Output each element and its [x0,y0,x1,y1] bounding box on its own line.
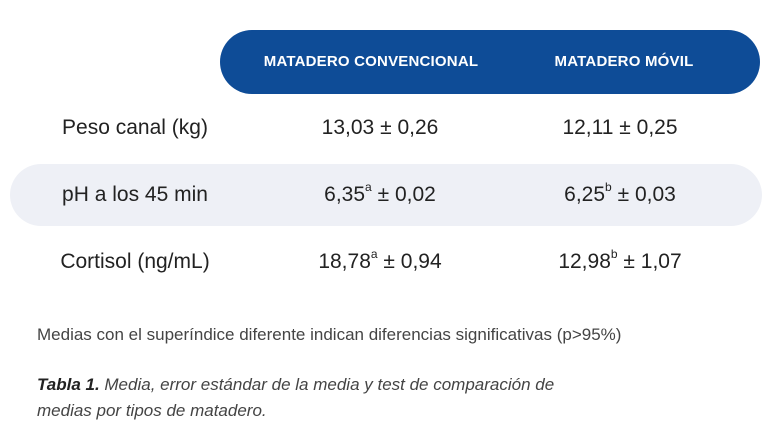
column-header-mobile: MATADERO MÓVIL [554,53,694,70]
row-highlight-band [10,164,762,226]
column-header-conventional: MATADERO CONVENCIONAL [263,53,479,70]
cell-error: ± 1,07 [623,250,682,273]
caption-text: Media, error estándar de la media y test… [37,375,555,420]
cell-superscript: b [610,247,618,261]
row-label-ph: pH a los 45 min [62,183,208,206]
cell-value: 6,35 [324,183,366,206]
cell-error: ± 0,26 [380,116,439,139]
cell-value: 13,03 [321,116,375,139]
cell-weight-mobile: 12,11 ± 0,25 [510,108,730,148]
caption-label: Tabla 1. [37,375,100,394]
cell-value: 12,11 [562,116,614,139]
cell-weight-conventional: 13,03 ± 0,26 [270,108,490,148]
cell-error: ± 0,02 [377,183,436,206]
cell-ph-mobile: 6,25b ± 0,03 [510,175,730,215]
row-label-cortisol: Cortisol (ng/mL) [60,250,210,273]
table-caption: Tabla 1. Media, error estándar de la med… [37,372,597,424]
cell-value: 18,78 [318,250,371,273]
cell-superscript: a [370,247,378,261]
cell-error: ± 0,03 [617,183,676,206]
table-header-band [220,30,760,94]
cell-superscript: b [605,180,612,194]
cell-error: ± 0,94 [383,250,442,273]
cell-value: 12,98 [558,250,611,273]
cell-cortisol-mobile: 12,98b ± 1,07 [510,242,730,282]
significance-note: Medias con el superíndice diferente indi… [37,325,622,344]
cell-ph-conventional: 6,35a ± 0,02 [270,175,490,215]
row-label-weight: Peso canal (kg) [62,116,208,139]
cell-error: ± 0,25 [619,116,678,139]
cell-superscript: a [365,180,372,194]
cell-cortisol-conventional: 18,78a ± 0,94 [270,242,490,282]
cell-value: 6,25 [564,183,606,206]
